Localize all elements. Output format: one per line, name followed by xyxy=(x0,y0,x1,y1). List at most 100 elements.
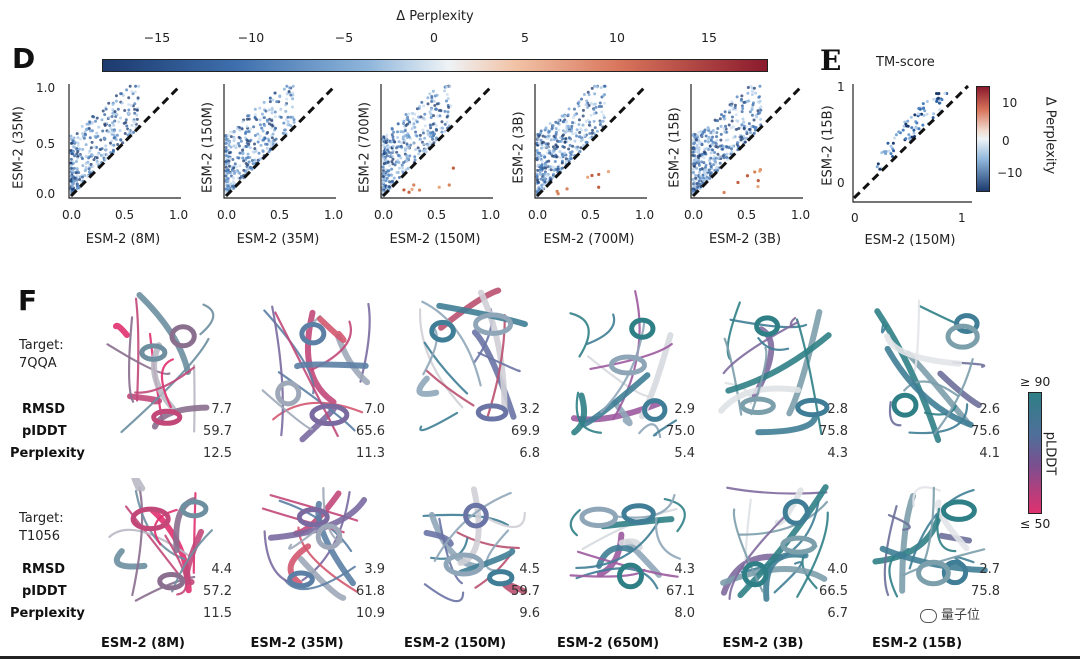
scatter-point xyxy=(910,135,914,139)
scatter-point xyxy=(423,112,427,116)
scatter-point xyxy=(564,157,568,161)
scatter-point xyxy=(83,130,87,134)
ribbon-segment xyxy=(134,575,196,602)
scatter-point xyxy=(387,150,391,154)
scatter-point xyxy=(575,134,579,138)
scatter-point xyxy=(273,91,277,95)
scatter-point xyxy=(720,147,724,151)
scatter-point xyxy=(415,134,419,138)
scatter-point xyxy=(740,104,744,108)
scatter-point xyxy=(69,134,73,138)
scatter-point xyxy=(397,161,401,165)
scatter-point xyxy=(717,155,721,159)
scatter-point xyxy=(88,120,92,124)
scatter-point xyxy=(407,157,411,161)
scatter-point xyxy=(741,106,745,110)
scatter-point xyxy=(423,124,427,128)
scatter-point xyxy=(742,126,746,130)
scatter-point xyxy=(560,114,564,118)
helix-coil xyxy=(782,498,810,526)
scatter-plot-1 xyxy=(68,84,182,199)
scatter-point xyxy=(282,121,286,125)
scatter-point xyxy=(262,116,266,120)
scatter-point xyxy=(729,126,733,130)
scatter-point xyxy=(592,119,596,123)
scatter-point xyxy=(586,90,590,94)
plddt-bar-top-label: ≥ 90 xyxy=(1020,374,1051,389)
scatter-point xyxy=(700,160,704,164)
scatter-point xyxy=(722,126,726,130)
scatter-point xyxy=(536,168,540,172)
scatter-point xyxy=(588,132,592,136)
panel-e-xtick-1: 1 xyxy=(958,211,966,225)
scatter-2-xtick-2: 1.0 xyxy=(324,208,344,222)
panel-e-cb-tick-2: −10 xyxy=(997,166,1023,180)
helix-coil xyxy=(130,506,171,532)
scatter-point xyxy=(537,156,541,160)
scatter-point xyxy=(584,103,588,107)
ribbon-segment xyxy=(912,486,941,508)
scatter-point xyxy=(72,166,76,170)
scatter-point xyxy=(287,90,291,94)
scatter-2-xtick-1: 0.5 xyxy=(270,208,290,222)
scatter-point xyxy=(247,142,251,146)
scatter-point xyxy=(697,179,701,183)
scatter-point xyxy=(400,163,404,167)
ribbon-segment xyxy=(486,511,526,528)
scatter-point xyxy=(543,155,547,159)
ribbon-segment xyxy=(423,341,469,395)
scatter-point xyxy=(748,131,752,135)
helix-coil xyxy=(642,398,668,422)
scatter-point xyxy=(112,136,116,140)
scatter-point xyxy=(602,116,606,120)
scatter-point xyxy=(692,146,696,150)
scatter-point xyxy=(595,85,599,89)
scatter-point xyxy=(404,168,408,172)
scatter-point xyxy=(232,139,236,143)
scatter-point xyxy=(549,168,553,172)
scatter-point xyxy=(93,135,97,139)
scatter-point xyxy=(384,158,388,162)
scatter-point xyxy=(915,121,919,125)
scatter-point xyxy=(756,178,760,183)
scatter-point xyxy=(232,136,236,140)
scatter-point xyxy=(564,130,568,134)
scatter-point xyxy=(571,132,575,136)
target-1-label: Target: 7QQA xyxy=(19,338,64,371)
scatter-point xyxy=(709,151,713,155)
scatter-point xyxy=(543,170,547,174)
scatter-point xyxy=(127,112,131,116)
ribbon-segment xyxy=(729,318,808,329)
scatter-point xyxy=(70,152,74,156)
scatter-point xyxy=(382,143,386,147)
scatter-point xyxy=(95,131,99,135)
scatter-point xyxy=(570,127,574,131)
scatter-point xyxy=(393,163,397,167)
scatter-point xyxy=(385,176,389,180)
scatter-point xyxy=(563,151,567,155)
ribbon-segment xyxy=(272,401,364,421)
scatter-point xyxy=(583,133,587,137)
scatter-point xyxy=(76,136,80,140)
scatter-point xyxy=(536,137,540,141)
ribbon-segment xyxy=(913,299,921,373)
ribbon-segment xyxy=(569,508,581,537)
scatter-point xyxy=(728,109,732,113)
scatter-point xyxy=(912,128,916,132)
scatter-point xyxy=(260,126,264,130)
ribbon-segment xyxy=(732,508,764,593)
scatter-point xyxy=(401,135,405,139)
scatter-point xyxy=(224,165,228,169)
scatter-point xyxy=(224,154,228,158)
scatter-point xyxy=(695,133,699,137)
helix-coil xyxy=(275,380,302,407)
scatter-point xyxy=(127,129,131,133)
scatter-2-xlabel: ESM-2 (35M) xyxy=(236,232,320,247)
scatter-point xyxy=(707,129,711,133)
scatter-point xyxy=(291,97,295,101)
ribbon-segment xyxy=(199,303,215,336)
scatter-point xyxy=(137,84,141,88)
scatter-point xyxy=(129,103,133,107)
helix-coil xyxy=(179,499,209,519)
ribbon-segment xyxy=(131,486,144,597)
